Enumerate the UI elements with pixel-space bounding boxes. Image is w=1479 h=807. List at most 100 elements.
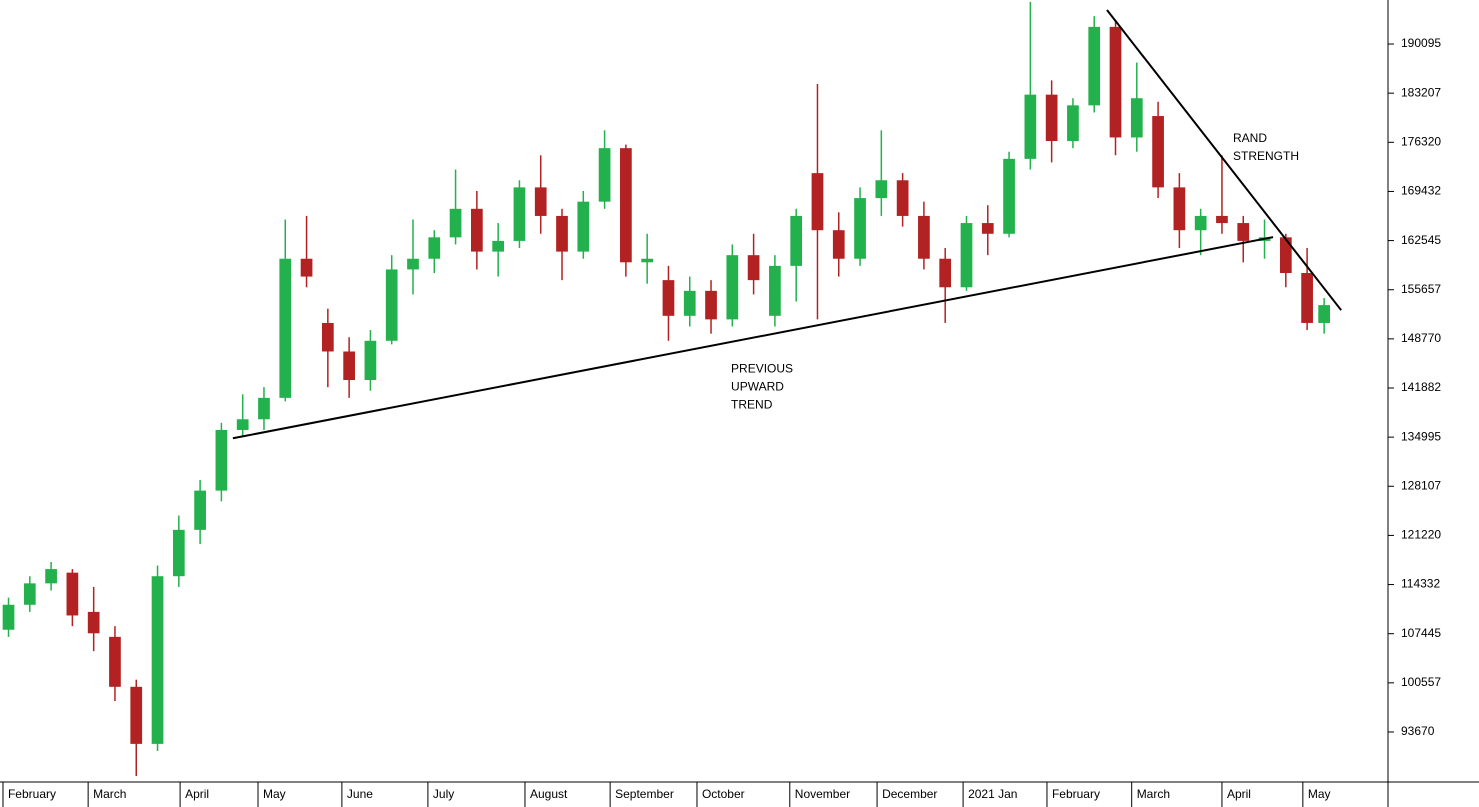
candle-body bbox=[300, 258, 313, 277]
candle-body bbox=[1194, 215, 1207, 231]
y-tick-label: 155657 bbox=[1401, 282, 1441, 296]
candle-body bbox=[1024, 94, 1037, 159]
x-tick-label: April bbox=[185, 787, 209, 801]
x-tick-label: March bbox=[1137, 787, 1170, 801]
candle-body bbox=[449, 208, 462, 238]
candle-body bbox=[1318, 305, 1330, 323]
candle-body bbox=[747, 255, 760, 281]
candle-body bbox=[1109, 26, 1122, 138]
y-tick-label: 183207 bbox=[1401, 85, 1441, 99]
candle-body bbox=[1152, 116, 1164, 188]
candle-body bbox=[960, 223, 973, 288]
candle-body bbox=[215, 429, 228, 491]
y-tick-label: 100557 bbox=[1401, 675, 1441, 689]
candle-body bbox=[832, 230, 845, 259]
annotation: UPWARD bbox=[731, 379, 784, 393]
candle-body bbox=[683, 290, 696, 316]
candle-body bbox=[258, 397, 270, 420]
y-tick-label: 190095 bbox=[1401, 36, 1441, 50]
y-tick-label: 176320 bbox=[1401, 134, 1441, 148]
candle-body bbox=[279, 258, 292, 398]
x-tick-label: October bbox=[702, 787, 745, 801]
candle-body bbox=[23, 583, 36, 605]
candle-body bbox=[939, 258, 952, 288]
candle-body bbox=[194, 490, 206, 530]
x-tick-label: June bbox=[347, 787, 373, 801]
x-tick-label: July bbox=[433, 787, 454, 801]
y-tick-label: 121220 bbox=[1401, 528, 1441, 542]
y-tick-label: 162545 bbox=[1401, 233, 1441, 247]
candle-body bbox=[130, 686, 143, 744]
candle-body bbox=[513, 187, 526, 241]
candle-body bbox=[1003, 158, 1015, 234]
y-tick-label: 93670 bbox=[1401, 724, 1435, 738]
candle-body bbox=[556, 215, 568, 252]
candle-body bbox=[407, 258, 419, 270]
candle-body bbox=[811, 173, 824, 231]
y-tick-label: 107445 bbox=[1401, 626, 1441, 640]
candle-body bbox=[343, 351, 355, 381]
annotation: TREND bbox=[731, 397, 773, 411]
y-tick-label: 114332 bbox=[1401, 577, 1440, 591]
candle-body bbox=[1279, 237, 1292, 274]
candle-body bbox=[1067, 105, 1079, 142]
x-tick-label: September bbox=[615, 787, 674, 801]
candle-body bbox=[1130, 98, 1143, 138]
candle-body bbox=[896, 180, 909, 216]
candle-body bbox=[620, 148, 632, 263]
candle-body bbox=[151, 576, 164, 744]
candle-body bbox=[385, 269, 398, 341]
x-tick-label: April bbox=[1227, 787, 1251, 801]
candle-body bbox=[45, 569, 57, 584]
x-tick-label: May bbox=[1308, 787, 1331, 801]
candle-body bbox=[598, 148, 611, 202]
candle-body bbox=[321, 322, 334, 352]
y-tick-label: 141882 bbox=[1401, 380, 1441, 394]
y-tick-label: 128107 bbox=[1401, 478, 1441, 492]
y-tick-label: 134995 bbox=[1401, 429, 1441, 443]
x-tick-label: November bbox=[795, 787, 850, 801]
annotation: PREVIOUS bbox=[731, 361, 793, 375]
candle-body bbox=[1216, 215, 1228, 224]
x-tick-label: February bbox=[1052, 787, 1100, 801]
candle-body bbox=[1045, 94, 1058, 142]
candle-body bbox=[577, 201, 590, 252]
candle-body bbox=[854, 198, 866, 259]
x-tick-label: August bbox=[530, 787, 568, 801]
candle-body bbox=[236, 419, 249, 430]
candle-body bbox=[364, 340, 377, 381]
trend-line bbox=[1106, 9, 1342, 311]
candle-body bbox=[981, 223, 994, 234]
x-tick-label: May bbox=[263, 787, 286, 801]
candle-body bbox=[87, 611, 100, 634]
candle-body bbox=[172, 529, 185, 577]
x-tick-label: February bbox=[8, 787, 56, 801]
candle-body bbox=[918, 215, 930, 259]
candle-body bbox=[1173, 187, 1186, 231]
candle-body bbox=[1301, 273, 1313, 323]
candle-body bbox=[641, 258, 654, 263]
candle-body bbox=[726, 255, 739, 320]
annotation: STRENGTH bbox=[1233, 149, 1299, 163]
candle-body bbox=[428, 237, 441, 259]
y-tick-label: 148770 bbox=[1401, 331, 1441, 345]
candle-body bbox=[1088, 26, 1101, 106]
candle-body bbox=[662, 280, 675, 316]
candle-body bbox=[875, 180, 888, 199]
candle-body bbox=[66, 572, 79, 616]
candle-body bbox=[790, 215, 803, 266]
candle-body bbox=[769, 265, 781, 316]
y-tick-label: 169432 bbox=[1401, 184, 1441, 198]
candle-body bbox=[2, 604, 15, 630]
candle-body bbox=[109, 636, 121, 687]
candle-body bbox=[471, 208, 483, 252]
candle-body bbox=[534, 187, 547, 216]
trend-line bbox=[232, 236, 1274, 440]
candle-body bbox=[705, 290, 717, 320]
candle-body bbox=[1237, 223, 1250, 241]
candle-body bbox=[492, 240, 505, 252]
annotation: RAND bbox=[1233, 131, 1267, 145]
x-tick-label: 2021 Jan bbox=[968, 787, 1017, 801]
